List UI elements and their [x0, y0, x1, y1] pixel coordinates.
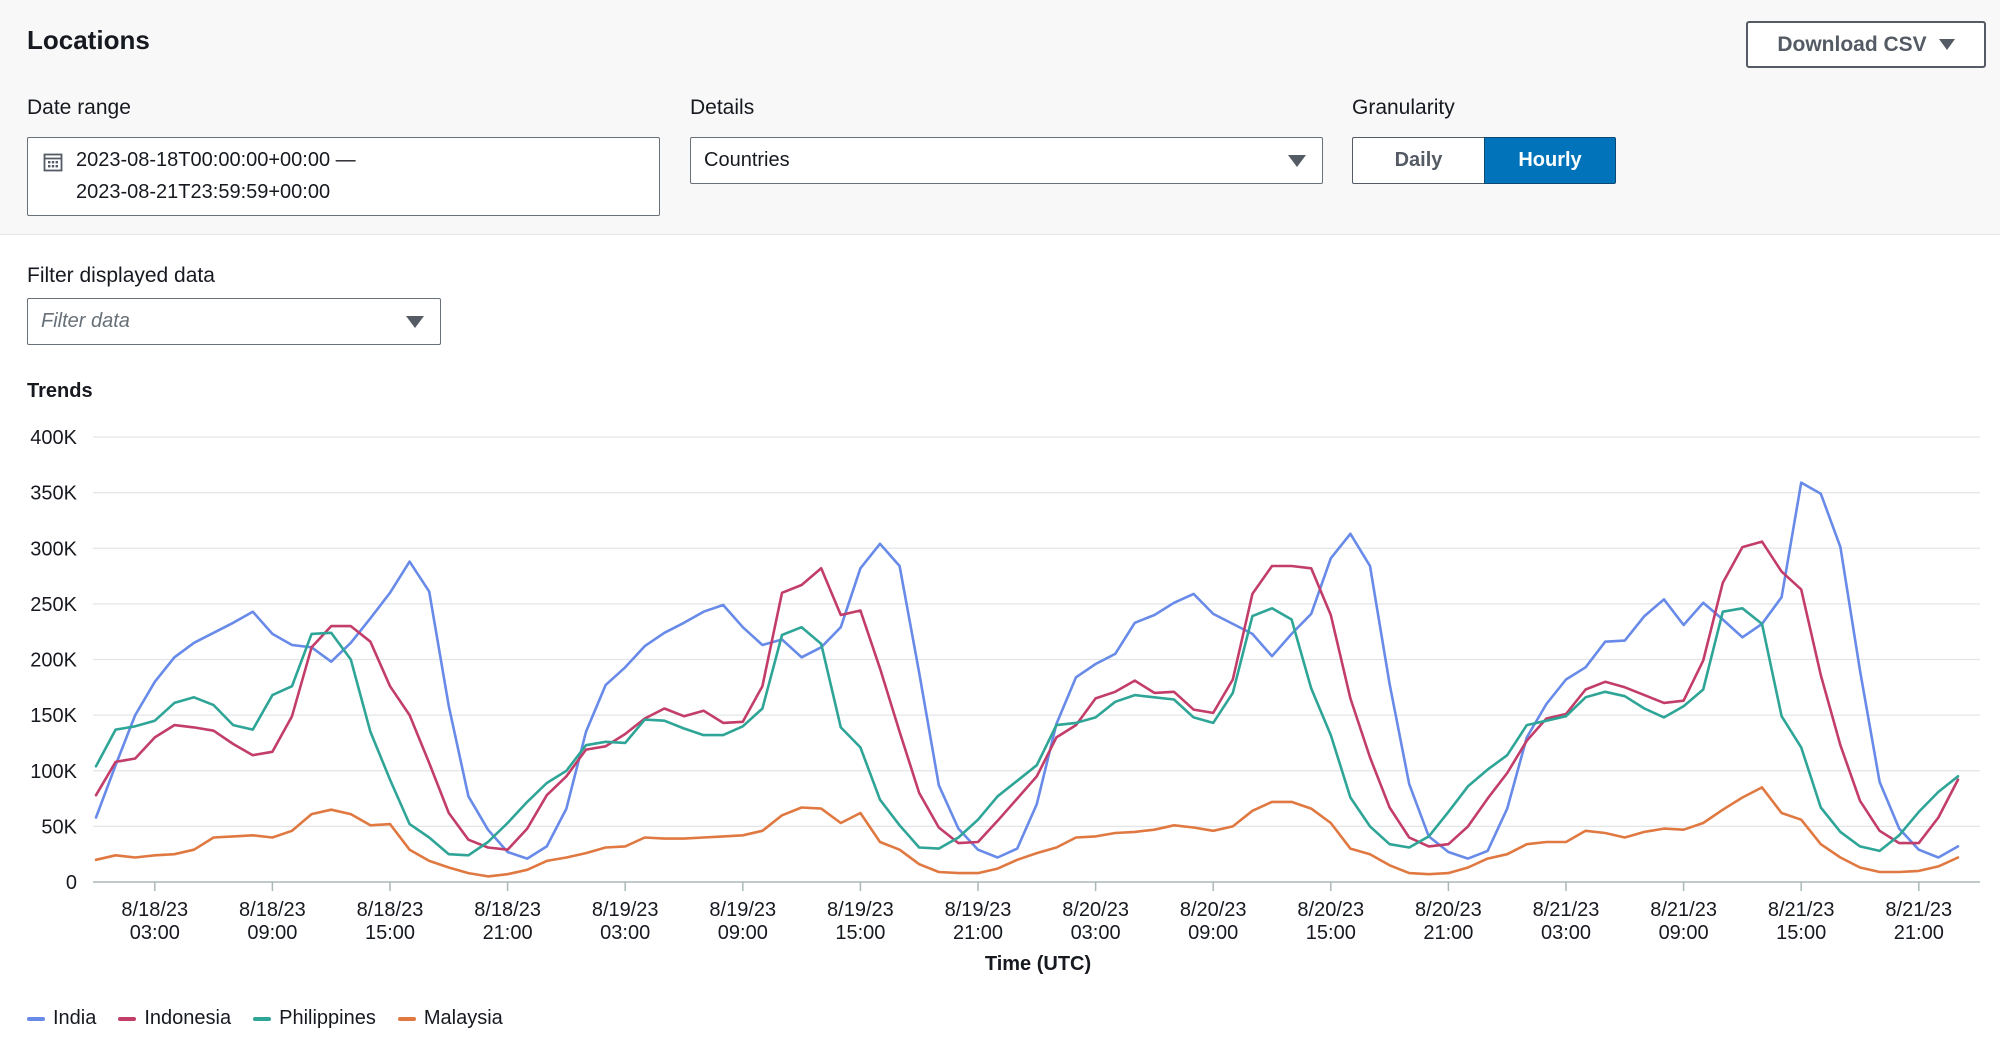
x-tick-label: 8/18/23	[239, 899, 306, 921]
x-tick-label: 8/18/23	[121, 899, 188, 921]
caret-down-icon	[406, 315, 424, 328]
granularity-hourly-button[interactable]: Hourly	[1484, 137, 1616, 184]
x-tick-label: 8/20/23	[1297, 899, 1364, 921]
x-tick-label: 8/20/23	[1180, 899, 1247, 921]
x-tick-label: 21:00	[483, 922, 533, 944]
details-label: Details	[690, 96, 755, 119]
x-tick-label: 15:00	[1776, 922, 1826, 944]
x-tick-label: 03:00	[600, 922, 650, 944]
caret-down-icon	[1288, 154, 1306, 167]
series-line-india	[94, 481, 1960, 860]
x-tick-label: 8/21/23	[1533, 899, 1600, 921]
granularity-daily-button[interactable]: Daily	[1352, 137, 1484, 184]
legend-swatch	[397, 1016, 416, 1021]
granularity-label: Granularity	[1352, 96, 1455, 119]
x-tick-label: 03:00	[130, 922, 180, 944]
x-tick-label: 15:00	[1306, 922, 1356, 944]
x-tick-label: 09:00	[1659, 922, 1709, 944]
x-tick-label: 8/19/23	[592, 899, 659, 921]
x-tick-label: 21:00	[1894, 922, 1944, 944]
legend-swatch	[27, 1016, 45, 1021]
caret-down-icon	[1938, 39, 1955, 50]
x-tick-label: 8/18/23	[357, 899, 424, 921]
chart-legend: India Indonesia Philippines Malaysia	[27, 1007, 503, 1030]
details-value: Countries	[704, 149, 790, 171]
details-select[interactable]: Countries	[690, 137, 1323, 184]
legend-label: Malaysia	[423, 1007, 503, 1029]
page-title: Locations	[27, 25, 150, 55]
x-tick-label: 15:00	[365, 922, 415, 944]
calendar-icon	[43, 153, 63, 172]
y-tick-label: 50K	[41, 816, 77, 838]
date-range-end: 2023-08-21T23:59:59+00:00	[76, 181, 331, 203]
legend-item-philippines[interactable]: Philippines	[253, 1007, 376, 1030]
legend-label: Philippines	[279, 1007, 376, 1029]
x-tick-label: 15:00	[835, 922, 885, 944]
y-tick-label: 100K	[30, 761, 77, 783]
x-tick-label: 8/19/23	[945, 899, 1012, 921]
x-tick-label: 8/19/23	[709, 899, 776, 921]
chart-title: Trends	[27, 380, 93, 402]
x-tick-label: 09:00	[247, 922, 297, 944]
download-csv-label: Download CSV	[1777, 32, 1927, 56]
legend-item-india[interactable]: India	[27, 1007, 96, 1030]
x-tick-label: 8/20/23	[1415, 899, 1482, 921]
x-tick-label: 09:00	[718, 922, 768, 944]
x-tick-label: 8/19/23	[827, 899, 894, 921]
x-tick-label: 8/18/23	[474, 899, 541, 921]
legend-swatch	[253, 1016, 272, 1021]
y-tick-label: 400K	[30, 427, 77, 449]
x-tick-label: 8/20/23	[1062, 899, 1129, 921]
y-tick-label: 250K	[30, 594, 77, 616]
y-tick-label: 350K	[30, 483, 77, 505]
x-tick-label: 21:00	[1423, 922, 1473, 944]
date-range-picker[interactable]: 2023-08-18T00:00:00+00:00 — 2023-08-21T2…	[27, 137, 660, 216]
download-csv-button[interactable]: Download CSV	[1746, 21, 1986, 68]
y-tick-label: 300K	[30, 538, 77, 560]
legend-item-indonesia[interactable]: Indonesia	[118, 1007, 231, 1030]
granularity-toggle: Daily Hourly	[1352, 137, 1616, 184]
x-tick-label: 8/21/23	[1650, 899, 1717, 921]
filter-placeholder: Filter data	[41, 310, 130, 332]
x-tick-label: 8/21/23	[1768, 899, 1835, 921]
trends-line-chart: 050K100K150K200K250K300K350K400K8/18/230…	[30, 427, 1980, 975]
legend-label: India	[53, 1007, 97, 1029]
series-line-philippines	[94, 606, 1960, 857]
date-range-start: 2023-08-18T00:00:00+00:00 —	[76, 149, 356, 171]
y-tick-label: 150K	[30, 705, 77, 727]
x-tick-label: 21:00	[953, 922, 1003, 944]
legend-item-malaysia[interactable]: Malaysia	[397, 1007, 503, 1030]
y-tick-label: 0	[66, 872, 77, 894]
x-axis-title: Time (UTC)	[985, 953, 1091, 975]
x-tick-label: 8/21/23	[1885, 899, 1952, 921]
date-range-label: Date range	[27, 96, 131, 119]
legend-label: Indonesia	[144, 1007, 232, 1029]
x-tick-label: 09:00	[1188, 922, 1238, 944]
legend-swatch	[118, 1016, 137, 1021]
series-line-indonesia	[94, 540, 1960, 852]
x-tick-label: 03:00	[1071, 922, 1121, 944]
y-tick-label: 200K	[30, 650, 77, 672]
filter-label: Filter displayed data	[27, 264, 215, 287]
x-tick-label: 03:00	[1541, 922, 1591, 944]
series-line-malaysia	[94, 786, 1960, 878]
filter-data-select[interactable]: Filter data	[27, 298, 441, 345]
